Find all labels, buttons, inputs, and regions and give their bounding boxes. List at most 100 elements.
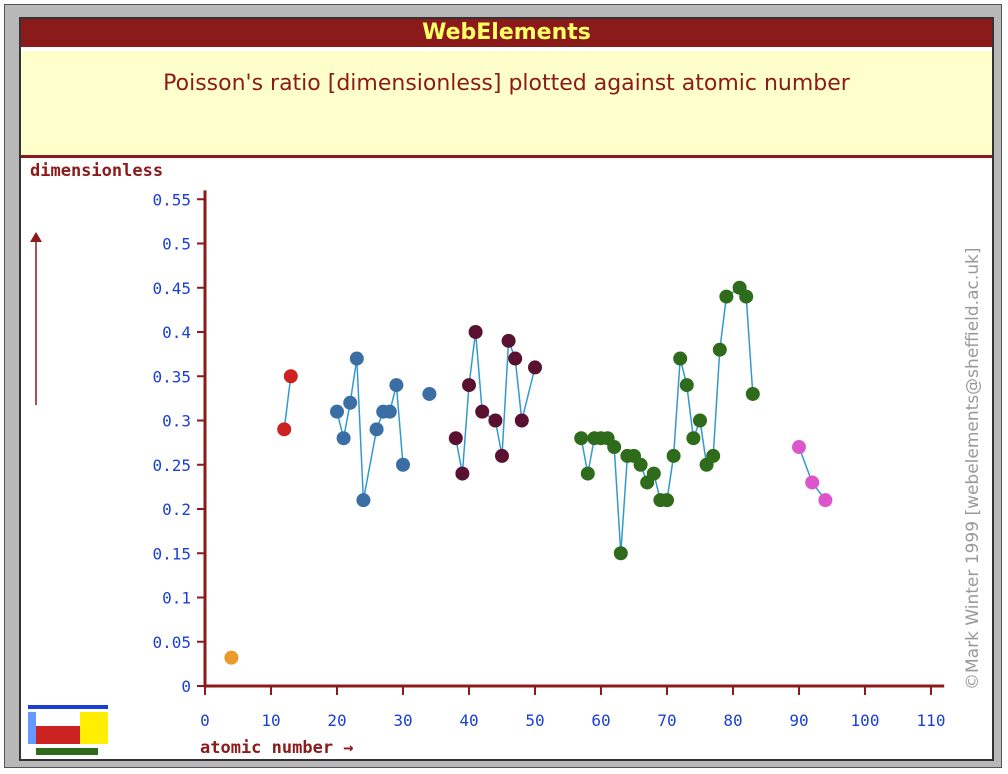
data-point[interactable] bbox=[673, 351, 688, 366]
y-tick-label: 0.55 bbox=[152, 190, 191, 209]
data-point[interactable] bbox=[224, 650, 239, 665]
series-segment bbox=[501, 340, 510, 456]
data-point[interactable] bbox=[462, 378, 476, 393]
chart-title: Poisson's ratio [dimensionless] plotted … bbox=[163, 71, 850, 96]
data-point[interactable] bbox=[792, 440, 806, 455]
x-tick-label: 100 bbox=[851, 711, 880, 730]
y-tick-label: 0.45 bbox=[152, 279, 191, 298]
data-point[interactable] bbox=[646, 466, 661, 481]
y-tick-label: 0.4 bbox=[162, 323, 191, 342]
data-point[interactable] bbox=[343, 395, 358, 410]
series-segment bbox=[468, 331, 477, 386]
data-point[interactable] bbox=[369, 422, 384, 437]
data-point[interactable] bbox=[679, 378, 694, 393]
data-point[interactable] bbox=[580, 466, 595, 481]
series-segment bbox=[613, 447, 622, 554]
data-point[interactable] bbox=[686, 431, 701, 446]
data-point[interactable] bbox=[508, 351, 523, 366]
data-point[interactable] bbox=[613, 546, 628, 561]
data-point[interactable] bbox=[277, 422, 292, 437]
data-point[interactable] bbox=[356, 493, 371, 508]
data-point[interactable] bbox=[633, 457, 648, 472]
y-tick-label: 0.05 bbox=[152, 633, 191, 652]
data-point[interactable] bbox=[448, 431, 463, 446]
data-point[interactable] bbox=[396, 457, 410, 472]
data-point[interactable] bbox=[488, 413, 503, 428]
data-point[interactable] bbox=[514, 413, 529, 428]
x-tick-label: 60 bbox=[591, 711, 610, 730]
data-point[interactable] bbox=[475, 404, 490, 419]
data-point[interactable] bbox=[745, 386, 760, 401]
content-panel: WebElements Poisson's ratio [dimensionle… bbox=[19, 17, 994, 761]
y-direction-arrow-head bbox=[30, 232, 42, 242]
y-tick-label: 0.1 bbox=[162, 589, 191, 608]
series-lines bbox=[283, 287, 827, 554]
data-point[interactable] bbox=[389, 378, 404, 393]
title-box: Poisson's ratio [dimensionless] plotted … bbox=[21, 51, 992, 158]
x-tick-label: 30 bbox=[393, 711, 412, 730]
data-point[interactable] bbox=[706, 448, 721, 463]
data-point[interactable] bbox=[712, 342, 727, 357]
data-point[interactable] bbox=[818, 493, 833, 508]
periodic-table-icon[interactable] bbox=[28, 705, 108, 755]
y-tick-label: 0.5 bbox=[162, 235, 191, 254]
data-point[interactable] bbox=[660, 493, 674, 508]
axes: 0 0.05 0.1 0.15 0.2 0.25 0.3 0.35 0.4 0.45 0.5 0.55… bbox=[152, 190, 945, 730]
window-frame: WebElements Poisson's ratio [dimensionle… bbox=[4, 4, 1002, 768]
y-tick-label: 0 bbox=[181, 677, 191, 696]
x-tick-label: 50 bbox=[525, 711, 544, 730]
x-tick-label: 110 bbox=[917, 711, 946, 730]
x-tick-label: 40 bbox=[459, 711, 478, 730]
data-point[interactable] bbox=[693, 413, 707, 428]
data-point[interactable] bbox=[528, 360, 542, 375]
data-point[interactable] bbox=[468, 325, 483, 339]
data-point[interactable] bbox=[607, 440, 622, 455]
x-tick-label: 70 bbox=[657, 711, 676, 730]
series-segment bbox=[672, 358, 681, 456]
data-point[interactable] bbox=[501, 333, 516, 348]
data-point[interactable] bbox=[422, 386, 437, 401]
x-tick-label: 0 bbox=[200, 711, 210, 730]
series-segment bbox=[699, 420, 708, 465]
series-segment bbox=[712, 349, 721, 456]
series-segment bbox=[620, 455, 629, 554]
data-point[interactable] bbox=[719, 289, 734, 304]
y-axis-label: dimensionless bbox=[30, 161, 163, 181]
series-segment bbox=[395, 385, 404, 465]
series-segment bbox=[362, 429, 378, 501]
series-segment bbox=[356, 358, 365, 501]
x-tick-label: 90 bbox=[789, 711, 808, 730]
data-point[interactable] bbox=[349, 351, 364, 366]
x-tick-label: 80 bbox=[723, 711, 742, 730]
data-point[interactable] bbox=[283, 369, 298, 384]
x-tick-label: 20 bbox=[327, 711, 346, 730]
data-point[interactable] bbox=[574, 431, 589, 446]
data-point[interactable] bbox=[739, 289, 754, 304]
series-segment bbox=[666, 455, 675, 501]
y-tick-label: 0.15 bbox=[152, 544, 191, 563]
y-tick-label: 0.35 bbox=[152, 367, 191, 386]
data-point[interactable] bbox=[330, 404, 344, 419]
x-tick-label: 10 bbox=[261, 711, 280, 730]
data-point[interactable] bbox=[495, 448, 509, 463]
y-tick-label: 0.3 bbox=[162, 412, 191, 431]
data-point[interactable] bbox=[805, 475, 820, 490]
data-point[interactable] bbox=[666, 448, 681, 463]
series-segment bbox=[283, 376, 292, 430]
series-segment bbox=[719, 296, 728, 350]
series-segment bbox=[461, 385, 470, 474]
series-segment bbox=[521, 367, 536, 421]
series-segment bbox=[686, 385, 695, 439]
data-point[interactable] bbox=[382, 404, 397, 419]
brand-banner[interactable]: WebElements bbox=[21, 19, 992, 47]
y-tick-label: 0.2 bbox=[162, 500, 191, 519]
series-segment bbox=[474, 331, 483, 412]
data-point[interactable] bbox=[455, 466, 470, 481]
data-points bbox=[224, 280, 833, 665]
series-segment bbox=[514, 358, 523, 421]
data-point[interactable] bbox=[336, 431, 351, 446]
series-segment bbox=[745, 296, 754, 395]
y-tick-label: 0.25 bbox=[152, 456, 191, 475]
x-axis-label: atomic number → bbox=[200, 738, 354, 758]
